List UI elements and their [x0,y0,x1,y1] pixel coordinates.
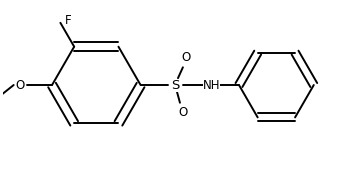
Text: NH: NH [203,79,220,92]
Text: O: O [15,79,24,92]
Text: O: O [181,51,190,64]
Text: F: F [65,14,72,27]
Text: S: S [171,79,179,92]
Text: O: O [178,106,188,119]
